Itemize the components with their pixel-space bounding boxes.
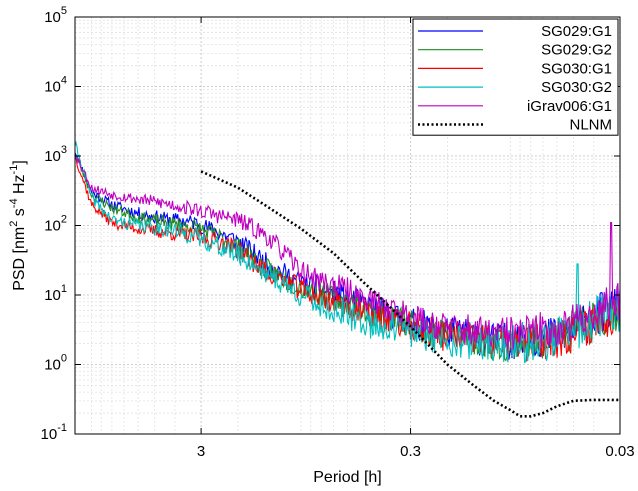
y-tick-label: 101 <box>44 283 67 304</box>
series-layer <box>75 140 620 418</box>
legend-label: NLNM <box>569 117 612 134</box>
series-line-nlnm <box>200 170 620 418</box>
y-tick-exp: 0 <box>61 353 67 365</box>
x-axis-label: Period [h] <box>313 469 381 486</box>
y-axis-label: PSD [nm2 s-4 Hz-1] <box>8 160 28 291</box>
y-tick-label: 102 <box>44 214 67 235</box>
legend-box <box>412 18 619 136</box>
x-tick-label: 0.03 <box>605 443 634 460</box>
grid-lines <box>75 17 621 435</box>
y-tick-base: 10 <box>44 9 61 26</box>
y-tick-base: 10 <box>44 148 61 165</box>
y-tick-exp: 5 <box>61 5 67 17</box>
legend-label: iGrav006:G1 <box>527 98 612 115</box>
y-label-mid1: s <box>11 208 28 220</box>
y-tick-exp: 2 <box>61 214 67 226</box>
legend-label: SG029:G1 <box>541 23 612 40</box>
y-label-end: ] <box>11 160 28 164</box>
y-tick-label: 10-1 <box>41 422 67 443</box>
y-tick-base: 10 <box>44 218 61 235</box>
y-tick-base: 10 <box>44 79 61 96</box>
y-tick-label: 104 <box>44 75 67 96</box>
legend-label: SG030:G1 <box>541 60 612 77</box>
y-tick-label: 105 <box>44 5 67 26</box>
y-label-base: PSD [nm <box>11 227 28 291</box>
x-tick-label: 0.3 <box>400 443 421 460</box>
y-tick-label: 103 <box>44 144 67 165</box>
series-line-sg029-g2 <box>75 155 620 362</box>
legend-label: SG029:G2 <box>541 42 612 59</box>
legend-label: SG030:G2 <box>541 79 612 96</box>
y-tick-exp: 1 <box>61 283 67 295</box>
y-tick-base: 10 <box>44 357 61 374</box>
axis-ticks <box>75 16 621 435</box>
y-label-sup2: -4 <box>8 198 20 208</box>
series-line-igrav006-g1 <box>75 154 620 350</box>
y-label-mid2: Hz <box>11 174 28 198</box>
y-tick-exp: 3 <box>61 144 67 156</box>
y-tick-base: 10 <box>44 287 61 304</box>
y-label-sup1: 2 <box>8 221 20 227</box>
y-tick-exp: -1 <box>57 422 67 434</box>
y-tick-exp: 4 <box>61 75 67 87</box>
y-tick-label: 100 <box>44 353 67 374</box>
y-tick-base: 10 <box>41 426 58 443</box>
y-label-sup3: -1 <box>8 165 20 175</box>
x-tick-labels: 3 0.3 0.03 <box>197 443 635 460</box>
x-tick-label: 3 <box>197 443 205 460</box>
